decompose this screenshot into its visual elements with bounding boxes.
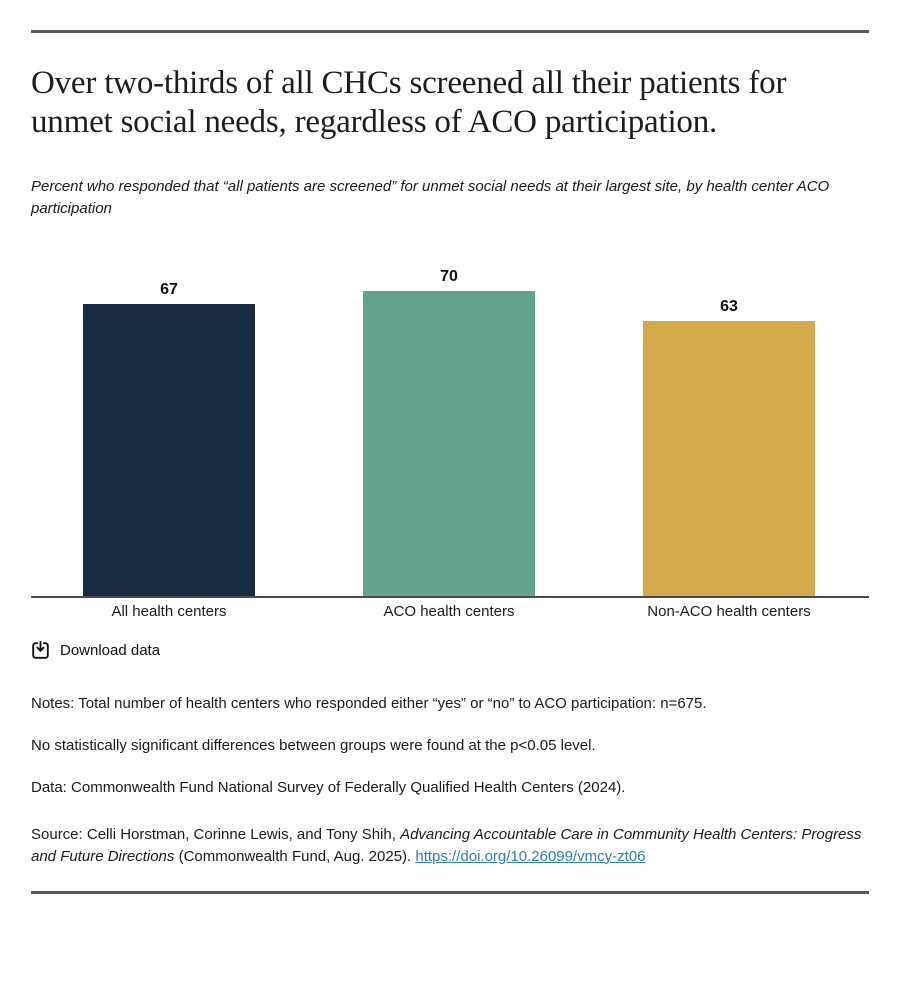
bar-group-aco-health-centers: 70 [363,268,535,596]
top-divider [31,30,869,33]
source-text: Source: Celli Horstman, Corinne Lewis, a… [31,824,869,868]
bottom-divider [31,891,869,895]
source-suffix: (Commonwealth Fund, Aug. 2025). [174,847,416,865]
download-label: Download data [60,641,161,659]
source-prefix: Source: Celli Horstman, Corinne Lewis, a… [31,825,401,843]
bar-value-label: 70 [440,267,458,285]
source-report-title: Advancing Accountable Care in Community … [31,825,862,865]
bar-aco-health-centers [363,290,535,596]
bar-chart: 67 70 63 [31,237,869,598]
bar-all-health-centers [83,303,255,596]
bar-group-non-aco-health-centers: 63 [643,298,815,596]
notes-line-2: No statistically significant differences… [31,736,596,754]
bar-value-label: 67 [160,280,178,298]
chart-subtitle: Percent who responded that “all patients… [31,177,830,218]
bar-non-aco-health-centers [643,320,815,596]
bar-value-label: 63 [720,297,738,315]
x-axis-label-aco-health-centers: ACO health centers [383,602,515,620]
bar-group-all-health-centers: 67 [83,281,255,596]
download-icon [32,640,49,659]
x-axis-label-non-aco-health-centers: Non-ACO health centers [647,602,811,620]
x-axis-label-all-health-centers: All health centers [111,602,227,620]
notes-data-line: Data: Commonwealth Fund National Survey … [31,778,626,796]
x-axis: All health centers ACO health centers No… [31,598,869,627]
download-data-button[interactable]: Download data [31,640,161,660]
page-title: Over two-thirds of all CHCs screened all… [31,65,787,140]
notes-line-1: Notes: Total number of health centers wh… [31,694,707,712]
doi-link[interactable]: https://doi.org/10.26099/vmcy-zt06 [415,847,646,865]
